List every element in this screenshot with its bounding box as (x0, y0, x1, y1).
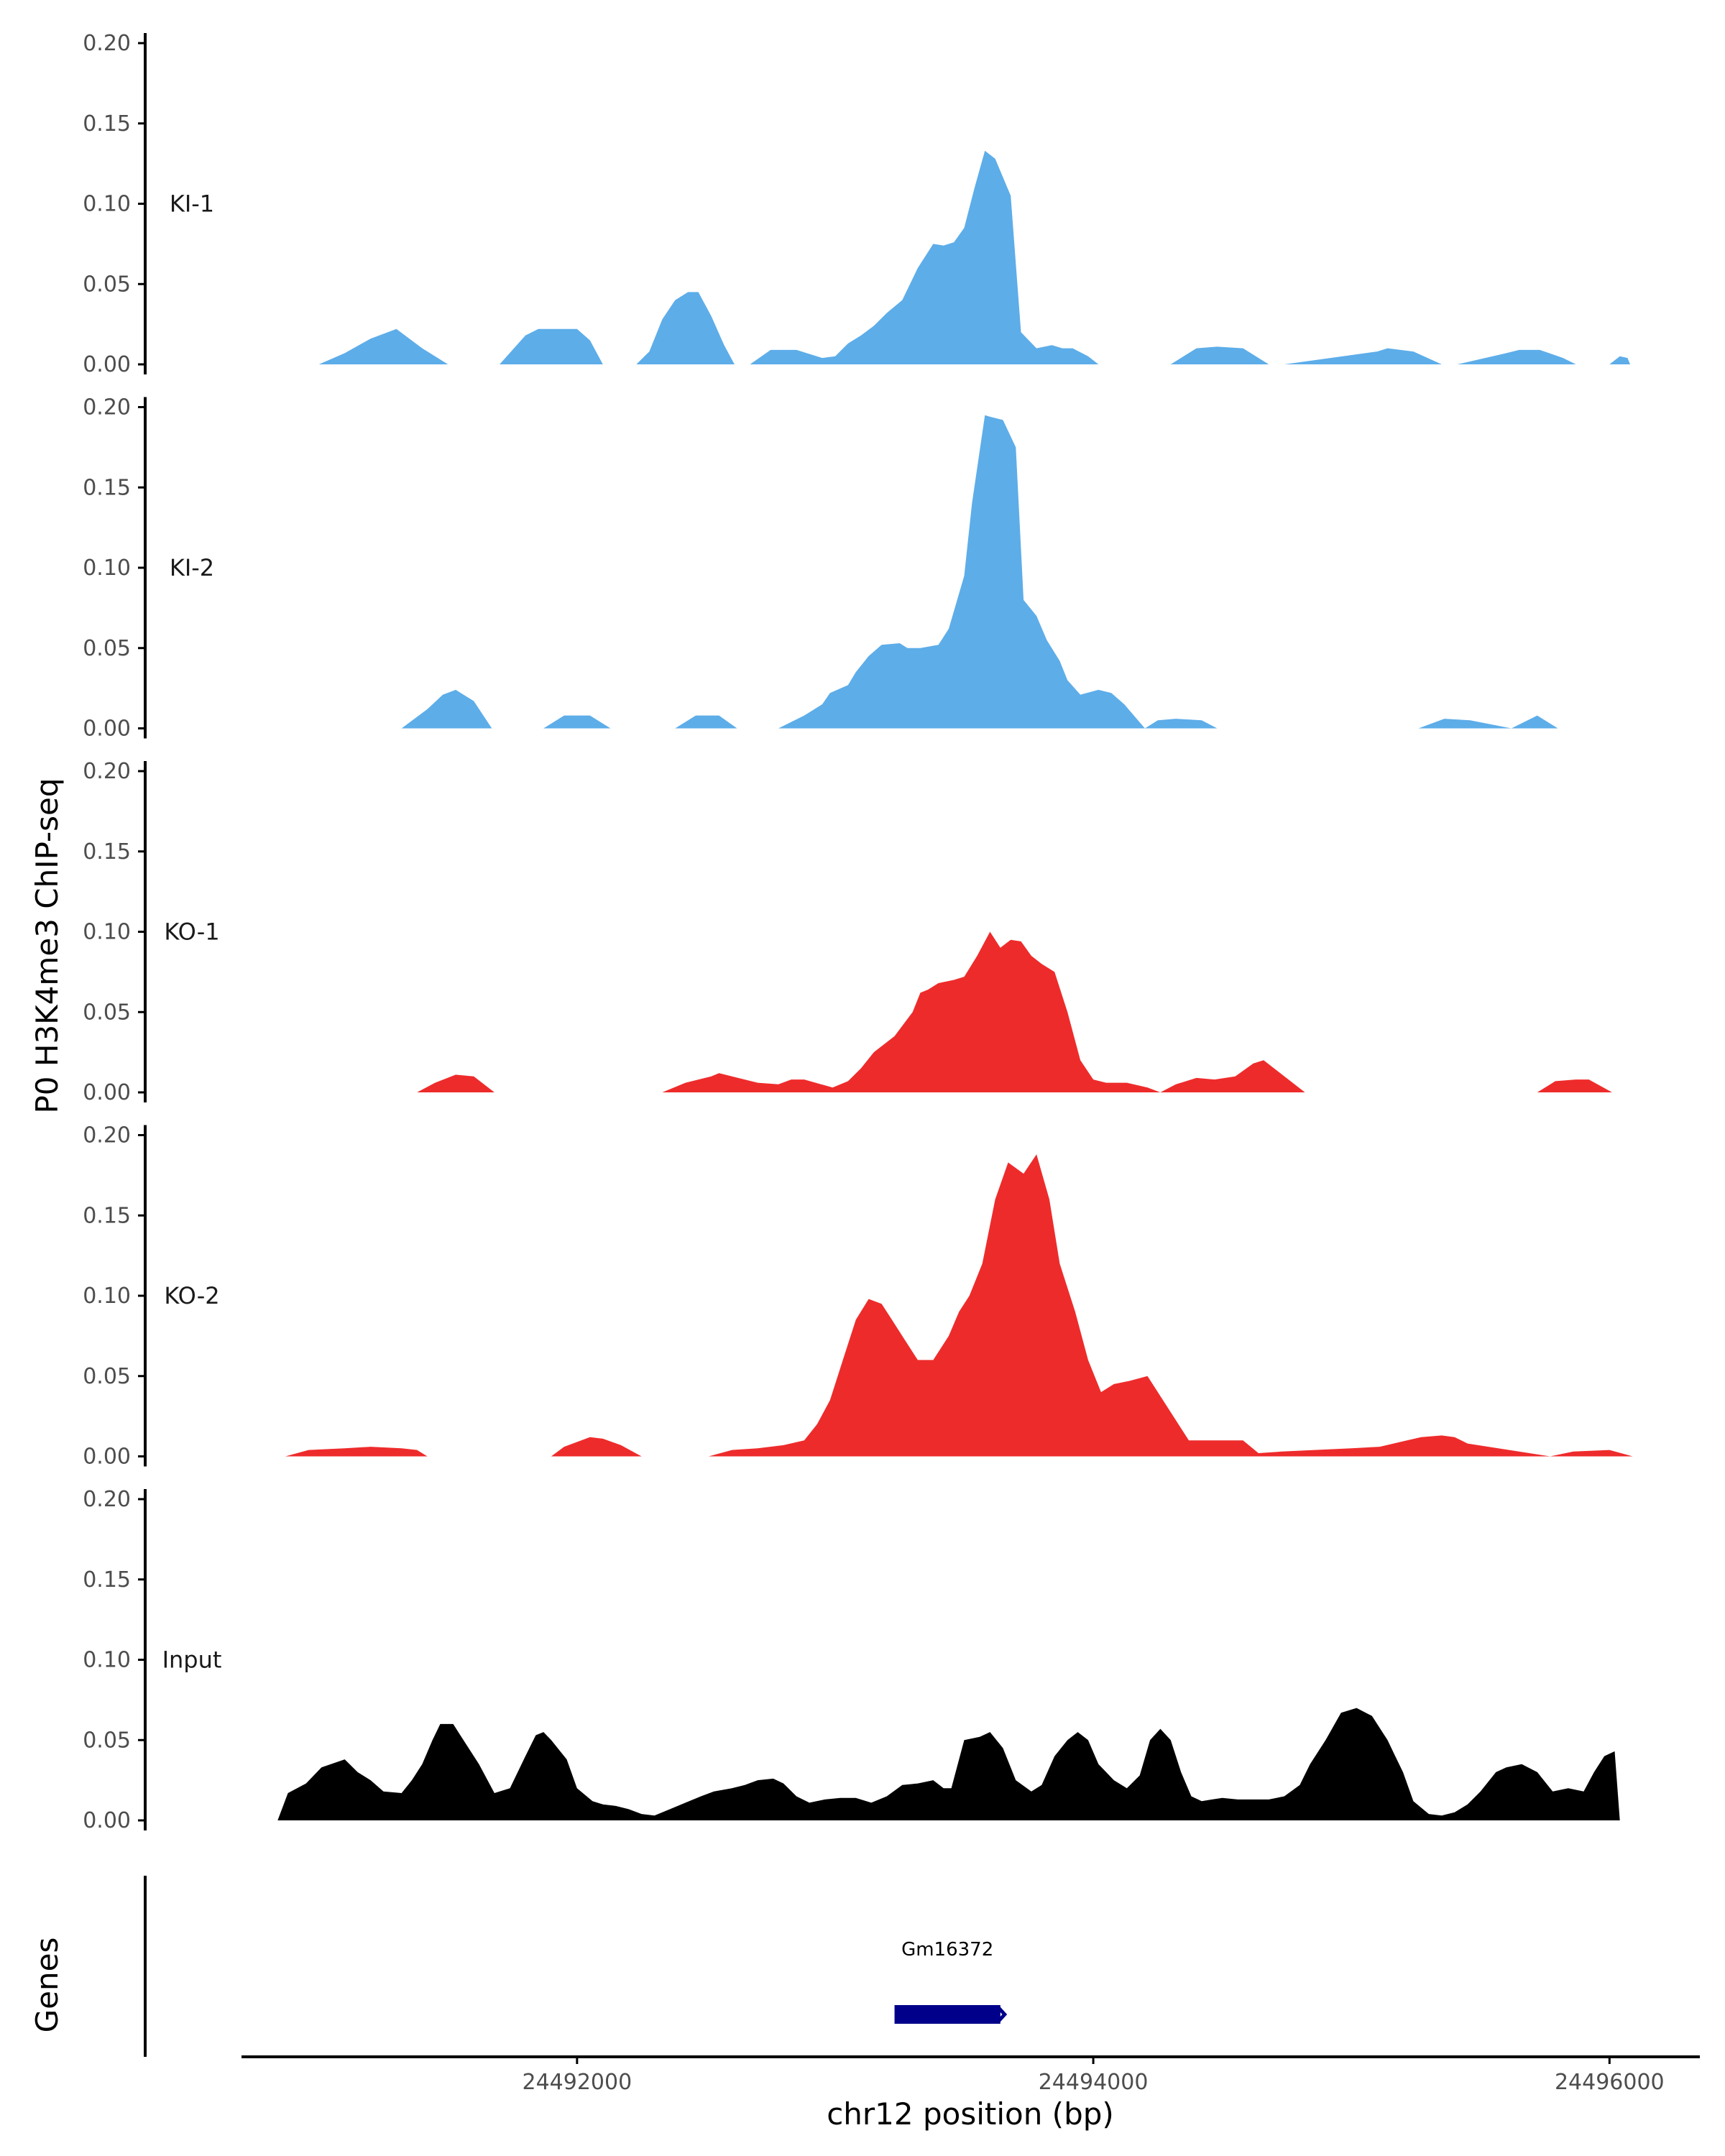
y-tick-label: 0.00 (83, 717, 131, 742)
signal-area (318, 150, 1631, 364)
y-tick-label: 0.00 (83, 352, 131, 377)
x-tick-label: 24496000 (1555, 2070, 1665, 2095)
y-tick-label: 0.15 (83, 475, 131, 500)
y-tick-label: 0.20 (83, 395, 131, 420)
gene-gm16372: Gm16372 (894, 1939, 1008, 2024)
gene-body (894, 2005, 1000, 2024)
track-ko-2: 0.00 0.05 0.10 0.15 0.20 KO-2 (83, 1123, 1633, 1470)
y-tick-label: 0.10 (83, 556, 131, 581)
y-tick-label: 0.00 (83, 1808, 131, 1833)
y-tick-label: 0.20 (83, 1123, 131, 1148)
track-label: KI-2 (170, 554, 214, 581)
y-tick-label: 0.10 (83, 1648, 131, 1673)
track-label: Input (162, 1646, 222, 1674)
y-tick-label: 0.10 (83, 1284, 131, 1309)
y-tick-label: 0.05 (83, 1728, 131, 1753)
y-tick-label: 0.15 (83, 839, 131, 865)
x-tick-label: 24492000 (522, 2070, 632, 2095)
track-ko-1: 0.00 0.05 0.10 0.15 0.20 KO-1 (83, 759, 1612, 1105)
y-tick-label: 0.00 (83, 1080, 131, 1105)
y-tick-label: 0.10 (83, 192, 131, 217)
track-label: KO-1 (164, 918, 219, 946)
y-tick-label: 0.05 (83, 636, 131, 661)
y-tick-label: 0.05 (83, 1364, 131, 1389)
track-label: KI-1 (170, 190, 214, 218)
track-ki-2: 0.00 0.05 0.10 0.15 0.20 KI-2 (83, 395, 1558, 742)
y-tick-label: 0.20 (83, 31, 131, 56)
y-tick-label: 0.15 (83, 111, 131, 137)
y-tick-label: 0.15 (83, 1203, 131, 1228)
track-input: 0.00 0.05 0.10 0.15 0.20 Input (83, 1487, 1620, 1833)
x-axis-ticks: 24492000 24494000 24496000 (522, 2057, 1665, 2095)
signal-area (401, 415, 1558, 729)
signal-area (285, 1154, 1633, 1457)
y-tick-label: 0.05 (83, 1000, 131, 1025)
signal-area (417, 931, 1612, 1092)
track-label: KO-2 (164, 1282, 219, 1309)
gene-track: Gm16372 (144, 1876, 1008, 2057)
x-axis: 24492000 24494000 24496000 (242, 2055, 1700, 2095)
signal-tracks: 0.00 0.05 0.10 0.15 0.20 KI-1 0.00 0.05 0.10 0.15… (83, 31, 1633, 1833)
y-tick-label: 0.00 (83, 1445, 131, 1470)
track-ki-1: 0.00 0.05 0.10 0.15 0.20 KI-1 (83, 31, 1631, 377)
gene-models: Gm16372 (894, 1939, 1008, 2024)
y-tick-label: 0.05 (83, 272, 131, 297)
gene-track-title: Genes (29, 1938, 65, 2033)
y-tick-label: 0.15 (83, 1567, 131, 1593)
strand-arrow-icon (995, 2005, 1008, 2024)
y-axis-title: P0 H3K4me3 ChIP-seq (29, 778, 65, 1113)
x-axis-title: chr12 position (bp) (827, 2096, 1114, 2132)
y-tick-label: 0.20 (83, 759, 131, 784)
y-tick-label: 0.10 (83, 920, 131, 945)
y-tick-label: 0.20 (83, 1487, 131, 1512)
signal-area (277, 1708, 1620, 1820)
gene-label: Gm16372 (901, 1939, 993, 1961)
x-tick-label: 24494000 (1039, 2070, 1149, 2095)
